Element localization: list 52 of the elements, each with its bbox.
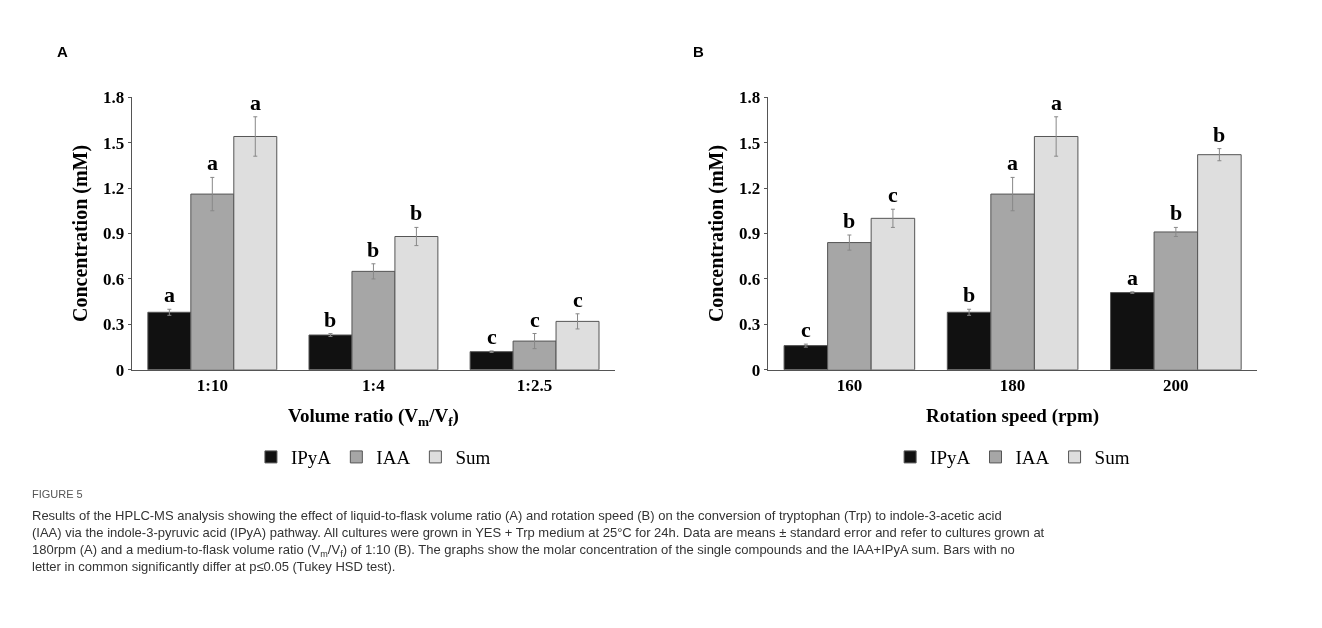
y-tick-label: 1.5 <box>103 133 125 153</box>
data-label: a <box>1007 150 1018 175</box>
legend-label: Sum <box>455 447 491 469</box>
y-tick-label: 1.8 <box>739 88 761 108</box>
data-label: c <box>801 317 811 342</box>
y-tick-label: 0.9 <box>103 224 125 244</box>
y-tick-label: 0.6 <box>739 269 761 289</box>
x-tick-label: 1:2.5 <box>516 376 553 396</box>
legend-label: IPyA <box>290 447 332 469</box>
data-label: a <box>164 282 175 307</box>
data-label: c <box>487 324 497 349</box>
x-tick-label: 200 <box>1163 376 1189 396</box>
y-tick-label: 1.2 <box>739 178 761 198</box>
y-tick-label: 0.3 <box>739 315 761 335</box>
data-label: b <box>1213 122 1226 147</box>
legend-label: IAA <box>1015 447 1050 469</box>
data-label: b <box>324 307 337 332</box>
data-label: a <box>1127 265 1138 290</box>
data-label: c <box>888 182 898 207</box>
chart-title: B <box>693 43 704 60</box>
legend-label: IPyA <box>930 447 971 469</box>
data-label: b <box>367 237 380 262</box>
data-label: b <box>1170 200 1183 225</box>
y-tick-label: 0.6 <box>103 269 125 289</box>
y-tick-label: 0 <box>115 360 125 380</box>
y-tick-label: 0.3 <box>103 315 125 335</box>
data-label: a <box>207 150 218 175</box>
data-label: a <box>250 90 261 115</box>
x-axis-title: Rotation speed (rpm) <box>926 405 1100 428</box>
data-label: c <box>530 307 540 332</box>
y-tick-label: 1.8 <box>103 88 125 108</box>
x-tick-label: 1:10 <box>196 376 228 396</box>
x-axis-title: Volume ratio (V$_{m}$/V$_{f}$) <box>287 405 459 430</box>
y-axis-title: Concentration (mM) <box>704 144 728 323</box>
y-tick-label: 0 <box>751 360 761 380</box>
y-tick-label: 1.2 <box>103 178 125 198</box>
x-tick-label: 180 <box>999 376 1026 396</box>
y-tick-label: 1.5 <box>739 133 761 153</box>
x-tick-label: 160 <box>836 376 863 396</box>
data-label: a <box>1051 90 1062 115</box>
data-label: b <box>963 282 976 307</box>
y-axis-title: Concentration (mM) <box>68 144 92 323</box>
data-label: b <box>843 208 856 233</box>
data-label: b <box>410 200 423 225</box>
chart-title: A <box>57 43 68 60</box>
caption: FIGURE 5 <box>32 488 83 500</box>
text: Results of the HPLC-MS analysis showing the effect of liquid-to-flask volume ratio (A) and rotation speed (B) on the conversion of tryptophan (Trp) to indole-3-acetic acid (IAA) via the indole-3-pyruvic acid (IPyA) pathway. All cultures were grown in YES + Trp medium at 25°C for 24h. Data are means ± standard error and refer to cultures grown at 180rpm (A) and a medium-to-flask volume ratio (V$_{m}$/V$_{f}$) of 1:10 (B). The graphs show the molar concentration of the single compounds and the IAA+IPyA sum. Bars with no letter in common significantly differ at p≤0.05 (Tukey HSD test). <box>32 508 1045 574</box>
y-tick-label: 0.9 <box>739 224 761 244</box>
legend-label: IAA <box>376 447 411 469</box>
data-label: c <box>573 287 583 312</box>
x-tick-label: 1:4 <box>362 376 386 396</box>
legend-label: Sum <box>1094 447 1130 469</box>
